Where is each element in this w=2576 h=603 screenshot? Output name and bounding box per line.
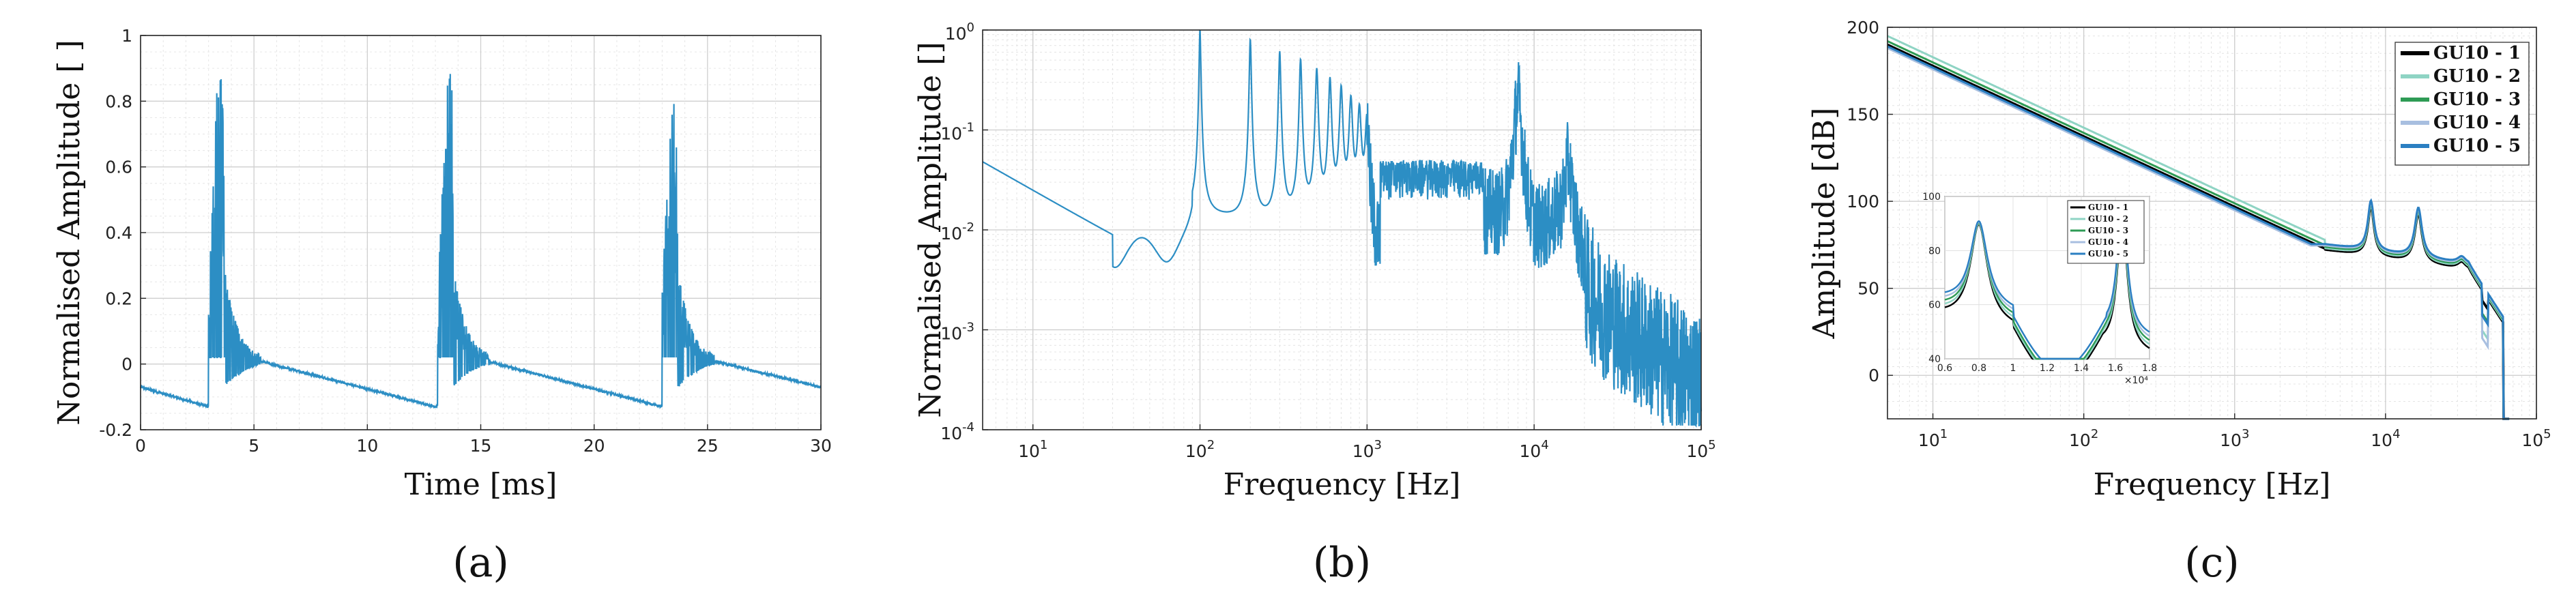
inset-x-tick-label: 0.8 [1971, 363, 1986, 374]
inset-legend-entry: GU10 - 5 [2088, 249, 2128, 259]
y-tick-label: 0.2 [105, 289, 132, 308]
spectrum-trace [982, 29, 1703, 428]
inset-chart: 0.6 0.8 1 1.2 1.4 1.6 1.8 40 60 80 100 ×10⁴ GU10 - 1… [1922, 192, 2157, 386]
series-line [1887, 45, 2510, 420]
y-tick-label: 10-1 [940, 121, 974, 144]
y-tick-label: 50 [1857, 279, 1879, 299]
x-tick-label: 104 [1520, 438, 1549, 461]
x-tick-label: 101 [1918, 427, 1948, 450]
series-line [1887, 43, 2510, 420]
x-tick-label: 102 [2069, 427, 2098, 450]
inset-legend-entry: GU10 - 2 [2088, 214, 2128, 224]
minor-grid [983, 30, 1701, 430]
x-tick-label: 102 [1185, 438, 1215, 461]
x-tick-label: 20 [583, 436, 605, 456]
y-tick-label: 0 [1868, 366, 1879, 385]
x-tick-label: 5 [248, 436, 259, 456]
inset-legend-entry: GU10 - 1 [2088, 203, 2128, 212]
y-tick-label: 0 [121, 355, 132, 374]
inset-y-tick-label: 80 [1928, 246, 1941, 256]
series-line [1887, 35, 2510, 420]
inset-x-tick-label: 0.6 [1937, 363, 1952, 374]
inset-legend-entry: GU10 - 3 [2088, 226, 2128, 235]
inset-legend: GU10 - 1 GU10 - 2 GU10 - 3 GU10 - 4 GU10 - 5 [2067, 200, 2145, 264]
inset-x-multiplier: ×10⁴ [2124, 375, 2149, 386]
y-tick-label: 0.8 [105, 91, 132, 111]
legend-entry: GU10 - 1 [2433, 43, 2521, 63]
x-tick-label: 101 [1018, 438, 1047, 461]
panel-label-c: (c) [2184, 539, 2239, 587]
x-tick-label: 0 [135, 436, 146, 456]
x-axis-label: Frequency [Hz] [2094, 467, 2331, 502]
inset-y-tick-label: 40 [1928, 354, 1941, 365]
y-tick-label: 1 [121, 26, 132, 46]
x-tick-label: 10 [356, 436, 378, 456]
y-axis-label: Amplitude [dB] [1807, 108, 1842, 340]
inset-x-tick-label: 1 [2010, 363, 2016, 374]
y-tick-label: 100 [945, 20, 974, 44]
panel-label-b: (b) [1313, 539, 1371, 587]
inset-legend-entry: GU10 - 4 [2088, 237, 2128, 247]
y-tick-label: 150 [1847, 105, 1879, 125]
inset-x-tick-label: 1.4 [2074, 363, 2089, 374]
y-tick-label: 10-2 [940, 220, 974, 244]
x-tick-label: 30 [810, 436, 832, 456]
y-tick-label: -0.2 [99, 420, 132, 440]
y-axis-label: Normalised Amplitude [ ] [52, 40, 87, 425]
inset-y-tick-label: 100 [1922, 192, 1941, 203]
y-tick-label: 100 [1847, 192, 1879, 211]
inset-series-line [1944, 200, 2150, 360]
x-tick-label: 103 [1352, 438, 1382, 461]
x-axis-label: Frequency [Hz] [1224, 467, 1461, 502]
inset-x-tick-label: 1.6 [2108, 363, 2123, 374]
y-tick-label: 10-3 [940, 321, 974, 344]
y-tick-label: 0.4 [105, 223, 132, 243]
x-tick-label: 105 [2521, 427, 2551, 450]
y-axis-label: Normalised Amplitude [] [913, 42, 948, 417]
x-tick-label: 25 [697, 436, 719, 456]
inset-x-tick-label: 1.8 [2142, 363, 2157, 374]
y-tick-label: 0.6 [105, 158, 132, 177]
chart-panel-c: 101 102 103 104 105 0 50 100 150 200 Frequency [Hz… [1807, 18, 2551, 587]
series-line [1887, 40, 2510, 420]
inset-y-tick-label: 60 [1928, 300, 1941, 311]
panel-label-a: (a) [452, 539, 509, 587]
legend-entry: GU10 - 2 [2433, 66, 2521, 87]
inset-x-tick-label: 1.2 [2040, 363, 2055, 374]
y-tick-label: 200 [1847, 18, 1879, 38]
x-tick-label: 105 [1686, 438, 1716, 461]
legend-entry: GU10 - 5 [2433, 136, 2521, 156]
chart-panel-b: 101 102 103 104 105 10-4 10-3 10-2 10-1 100 Freque… [913, 20, 1716, 587]
axes-frame [1887, 27, 2537, 420]
x-tick-label: 15 [470, 436, 492, 456]
x-tick-label: 103 [2220, 427, 2249, 450]
legend-entry: GU10 - 3 [2433, 89, 2521, 110]
x-tick-label: 104 [2371, 427, 2400, 450]
x-axis-label: Time [ms] [405, 467, 558, 502]
y-tick-label: 10-4 [940, 420, 974, 443]
legend-entry: GU10 - 4 [2433, 113, 2521, 133]
signal-trace [139, 74, 822, 409]
series-line [1887, 47, 2510, 420]
